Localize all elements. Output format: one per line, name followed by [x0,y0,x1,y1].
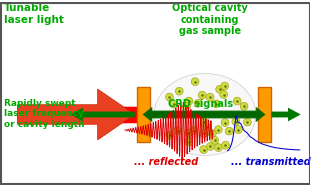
Polygon shape [70,108,135,121]
Circle shape [198,91,206,99]
Circle shape [176,87,183,95]
Circle shape [206,93,214,101]
Circle shape [216,85,224,93]
Text: Tunable
laser light: Tunable laser light [4,3,64,25]
Circle shape [233,97,241,105]
Bar [258,87,272,142]
Circle shape [206,142,214,150]
Circle shape [208,130,216,138]
Circle shape [200,130,208,137]
Circle shape [221,82,229,90]
Text: CRD signals: CRD signals [168,99,233,109]
Polygon shape [142,107,266,122]
Circle shape [232,118,240,125]
Circle shape [222,141,229,149]
Circle shape [215,144,222,151]
Circle shape [243,118,251,126]
Text: Optical cavity
containing
gas sample: Optical cavity containing gas sample [172,3,248,36]
Circle shape [170,100,178,108]
Circle shape [166,131,174,139]
Circle shape [212,100,220,108]
Circle shape [190,127,198,134]
Circle shape [240,102,248,110]
Circle shape [200,146,208,153]
Circle shape [185,138,193,145]
Circle shape [221,119,229,126]
Text: ... reflected: ... reflected [134,157,198,167]
Circle shape [200,118,208,126]
Circle shape [194,99,202,107]
Circle shape [225,127,233,135]
Circle shape [183,103,190,111]
Ellipse shape [154,73,256,156]
Circle shape [211,137,219,144]
Circle shape [184,129,192,137]
Polygon shape [17,89,135,140]
Circle shape [166,93,173,101]
Circle shape [214,126,222,134]
Polygon shape [272,108,301,121]
Circle shape [185,97,193,105]
Circle shape [191,78,199,86]
Text: ... transmitted: ... transmitted [231,157,310,167]
Bar [137,87,150,142]
Circle shape [174,127,182,134]
Circle shape [203,123,211,131]
Circle shape [235,126,242,134]
Circle shape [220,91,228,98]
Text: Rapidly swept
laser frequency
or cavity length: Rapidly swept laser frequency or cavity … [4,99,85,129]
